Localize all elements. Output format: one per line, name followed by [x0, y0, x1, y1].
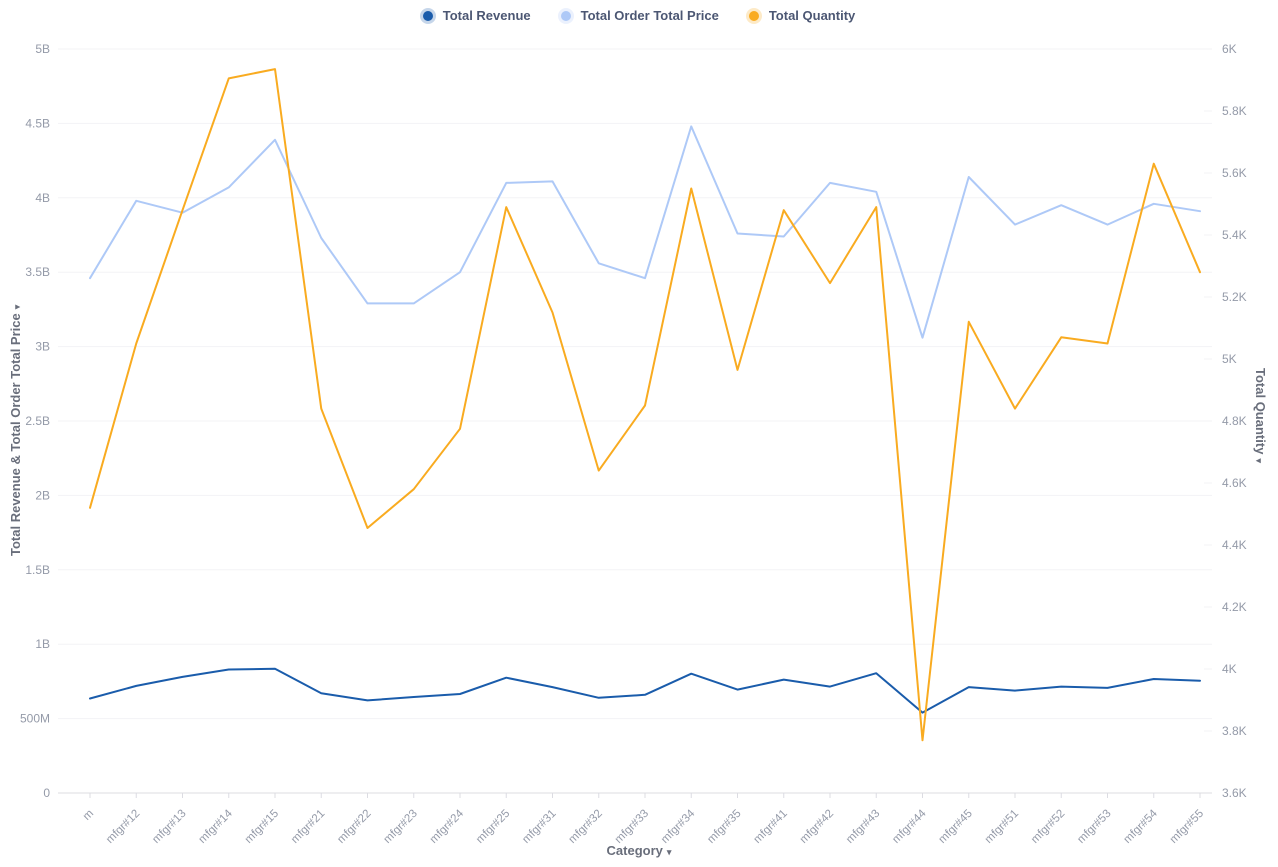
sort-caret-icon: ▾: [1254, 458, 1264, 463]
legend-label: Total Quantity: [768, 8, 856, 23]
svg-text:4B: 4B: [35, 191, 50, 205]
svg-text:4.2K: 4.2K: [1222, 600, 1247, 614]
svg-text:mfgr#12: mfgr#12: [104, 808, 142, 846]
sort-caret-icon: ▾: [666, 847, 672, 857]
svg-text:3.8K: 3.8K: [1222, 724, 1247, 738]
legend-dot-icon: [748, 10, 759, 21]
svg-text:5.2K: 5.2K: [1222, 290, 1247, 304]
svg-text:mfgr#33: mfgr#33: [613, 808, 651, 846]
legend-item-total-quantity[interactable]: Total Quantity: [748, 8, 856, 23]
svg-text:5B: 5B: [35, 42, 50, 56]
left-axis-tick-labels: 0 500M 1B 1.5B 2B 2.5B 3B 3.5B 4B 4.5B 5B: [20, 42, 50, 800]
svg-text:mfgr#51: mfgr#51: [983, 808, 1021, 846]
legend-dot-icon: [560, 10, 571, 21]
svg-text:1B: 1B: [35, 637, 50, 651]
left-axis-title[interactable]: Total Revenue & Total Order Total Price ▾: [8, 305, 23, 556]
svg-text:mfgr#44: mfgr#44: [890, 807, 929, 846]
svg-text:4.8K: 4.8K: [1222, 414, 1247, 428]
x-axis-title[interactable]: Category ▾: [0, 843, 1278, 858]
svg-text:mfgr#45: mfgr#45: [937, 808, 975, 846]
series-line-total-order-total-price[interactable]: [89, 125, 1201, 339]
right-axis-title[interactable]: Total Quantity ▾: [1253, 368, 1268, 463]
svg-text:5.4K: 5.4K: [1222, 228, 1247, 242]
svg-text:mfgr#24: mfgr#24: [428, 807, 467, 846]
chart-legend: Total Revenue Total Order Total Price To…: [0, 8, 1278, 23]
left-axis-title-text: Total Revenue & Total Order Total Price: [8, 313, 23, 556]
svg-text:2.5B: 2.5B: [25, 414, 50, 428]
svg-text:mfgr#21: mfgr#21: [289, 808, 327, 846]
svg-text:mfgr#14: mfgr#14: [197, 807, 236, 846]
svg-text:1.5B: 1.5B: [25, 563, 50, 577]
sort-caret-icon: ▾: [12, 304, 22, 310]
svg-text:4.5B: 4.5B: [25, 116, 50, 130]
series-line-total-quantity[interactable]: [89, 68, 1201, 742]
gridlines: [58, 48, 1212, 720]
svg-text:3B: 3B: [35, 340, 50, 354]
svg-text:mfgr#22: mfgr#22: [335, 808, 373, 846]
legend-item-total-order-total-price[interactable]: Total Order Total Price: [560, 8, 719, 23]
legend-dot-icon: [422, 10, 433, 21]
svg-text:6K: 6K: [1222, 42, 1237, 56]
svg-text:5.6K: 5.6K: [1222, 166, 1247, 180]
svg-text:3.5B: 3.5B: [25, 265, 50, 279]
svg-text:4K: 4K: [1222, 662, 1237, 676]
series-line-total-revenue[interactable]: [89, 667, 1201, 714]
svg-text:mfgr#23: mfgr#23: [382, 808, 420, 846]
right-axis-title-text: Total Quantity: [1253, 368, 1268, 455]
svg-text:m: m: [81, 808, 96, 823]
svg-text:mfgr#52: mfgr#52: [1029, 808, 1067, 846]
x-axis-tick-labels: m mfgr#12 mfgr#13 mfgr#14 mfgr#15 mfgr#21 mfgr…: [81, 807, 1206, 846]
svg-text:mfgr#32: mfgr#32: [567, 808, 605, 846]
svg-text:mfgr#35: mfgr#35: [705, 808, 743, 846]
x-axis-ticks: [89, 793, 1201, 798]
svg-text:mfgr#55: mfgr#55: [1168, 808, 1206, 846]
svg-text:mfgr#53: mfgr#53: [1075, 808, 1113, 846]
svg-text:0: 0: [43, 786, 50, 800]
svg-text:500M: 500M: [20, 712, 50, 726]
legend-item-total-revenue[interactable]: Total Revenue: [422, 8, 531, 23]
svg-text:mfgr#42: mfgr#42: [798, 808, 836, 846]
svg-text:4.6K: 4.6K: [1222, 476, 1247, 490]
svg-text:mfgr#13: mfgr#13: [150, 808, 188, 846]
svg-text:mfgr#15: mfgr#15: [243, 808, 281, 846]
right-axis-ticks: 3.6K 3.8K 4K 4.2K 4.4K 4.6K 4.8K 5K 5.2K 5.4K 5.6K…: [1204, 42, 1247, 800]
svg-text:mfgr#25: mfgr#25: [474, 808, 512, 846]
svg-text:5.8K: 5.8K: [1222, 104, 1247, 118]
svg-text:5K: 5K: [1222, 352, 1237, 366]
svg-text:mfgr#41: mfgr#41: [752, 808, 790, 846]
x-axis-title-text: Category: [606, 843, 663, 858]
svg-text:mfgr#43: mfgr#43: [844, 808, 882, 846]
svg-text:2B: 2B: [35, 488, 50, 502]
svg-text:mfgr#54: mfgr#54: [1122, 807, 1161, 846]
svg-text:mfgr#34: mfgr#34: [659, 807, 698, 846]
legend-label: Total Order Total Price: [580, 8, 719, 23]
svg-text:mfgr#31: mfgr#31: [520, 808, 558, 846]
legend-label: Total Revenue: [442, 8, 531, 23]
svg-text:4.4K: 4.4K: [1222, 538, 1247, 552]
svg-text:3.6K: 3.6K: [1222, 786, 1247, 800]
